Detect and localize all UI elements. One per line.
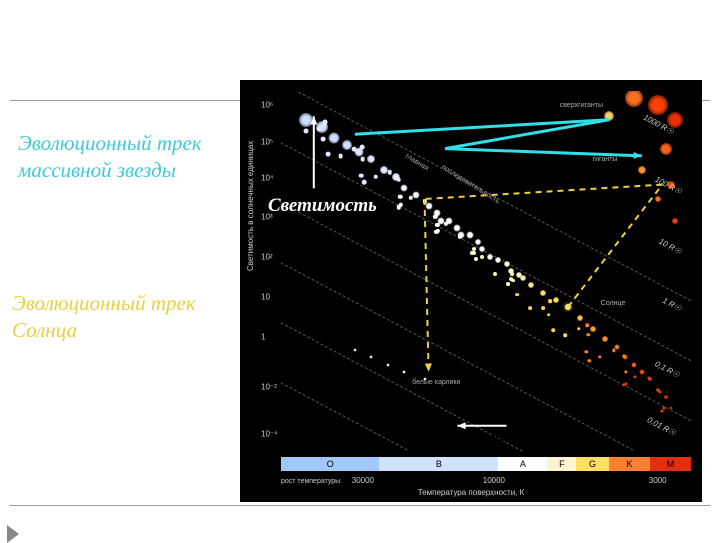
arrow-luminosity-head: [310, 116, 317, 124]
track-sun-seg: [425, 199, 429, 372]
track-massive-head: [633, 152, 641, 159]
ytick: 10⁴: [261, 173, 273, 182]
ytick: 10⁻²: [261, 383, 277, 392]
caption-giants: гиганты: [593, 156, 618, 163]
xtick: 3000: [649, 476, 667, 485]
spectral-bar: OBAFGKM: [281, 457, 691, 471]
arrow-temperature-head: [457, 422, 465, 429]
slide-marker-icon: [7, 525, 19, 543]
track-massive-seg: [445, 149, 642, 156]
y-axis-label: Светимость в солнечных единицах: [246, 141, 255, 271]
ytick: 10⁻⁴: [261, 430, 278, 439]
track-sun-seg: [425, 185, 663, 199]
ytick: 10²: [261, 253, 273, 262]
luminosity-label: Светимость: [268, 195, 377, 217]
track-sun-seg: [568, 185, 662, 307]
xtick: 10000: [483, 476, 505, 485]
spectral-A: A: [498, 457, 547, 471]
x-axis-label: Температура поверхности, К: [418, 488, 525, 497]
caption-wd: белые карлики: [412, 379, 460, 386]
caption-sun: Солнце: [601, 300, 626, 307]
sun-marker: [565, 304, 571, 310]
tracks-svg: [281, 91, 691, 451]
ytick: 1: [261, 332, 265, 341]
temp-direction: рост температуры: [281, 478, 340, 485]
ytick: 10⁶: [261, 101, 273, 110]
spectral-M: M: [650, 457, 691, 471]
ytick: 10⁵: [261, 137, 273, 146]
spectral-O: O: [281, 457, 379, 471]
caption-supergiants: сверхгиганты: [560, 102, 603, 109]
temperature-label: Температура: [488, 425, 599, 447]
spectral-B: B: [379, 457, 498, 471]
label-sun-track: Эволюционный трек Солнца: [12, 290, 212, 345]
label-massive-track: Эволюционный трек массивной звезды: [18, 130, 218, 185]
spectral-G: G: [576, 457, 609, 471]
spectral-F: F: [547, 457, 576, 471]
spectral-K: K: [609, 457, 650, 471]
xtick: 30000: [352, 476, 374, 485]
hr-diagram: сверхгигантыгигантыпоследовательностьгла…: [240, 80, 702, 502]
ytick: 10: [261, 292, 270, 301]
track-sun-head: [425, 363, 432, 371]
divider-bottom: [10, 505, 710, 506]
plot-area: сверхгигантыгигантыпоследовательностьгла…: [281, 91, 691, 451]
